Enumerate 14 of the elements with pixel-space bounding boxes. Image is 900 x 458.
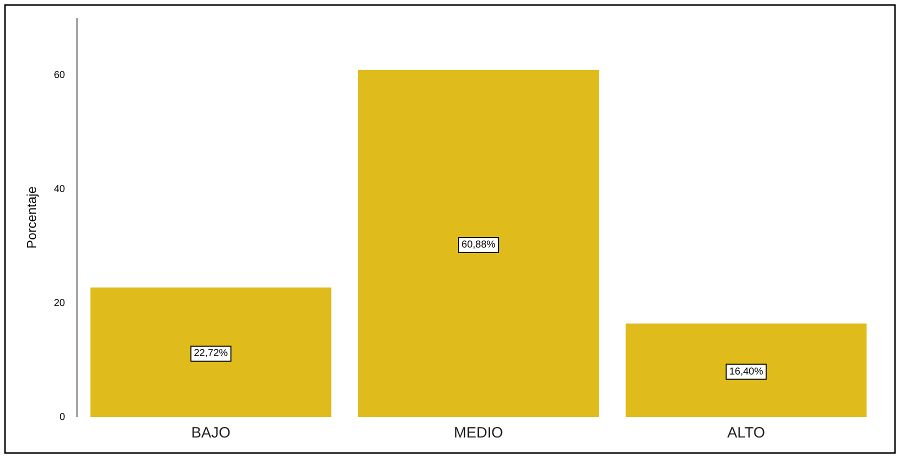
bar (90, 287, 332, 417)
data-label: 16,40% (729, 366, 764, 378)
x-tick-label: MEDIO (454, 424, 504, 442)
bar (626, 324, 867, 417)
y-axis-title: Porcentaje (24, 186, 39, 249)
y-tick-label: 0 (59, 412, 66, 424)
x-tick-label: BAJO (191, 424, 230, 442)
x-tick-label: ALTO (727, 424, 766, 442)
y-tick-label: 60 (54, 70, 66, 82)
bar (358, 70, 599, 417)
data-label: 22,72% (194, 348, 228, 360)
data-label: 60,88% (462, 239, 496, 250)
y-tick-label: 40 (54, 184, 66, 196)
y-tick-label: 20 (54, 298, 66, 310)
